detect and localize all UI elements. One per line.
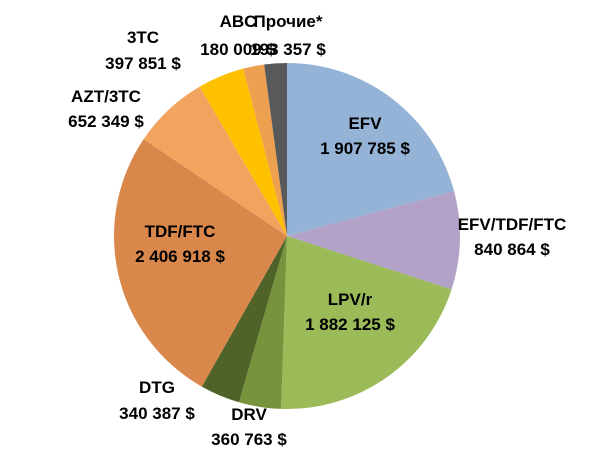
slice-label-name: ABC [220,12,257,31]
slice-label-value: 360 763 $ [211,430,287,449]
slice-label-value: 180 009 $ [200,40,276,59]
slice-label-value: 397 851 $ [105,54,181,73]
slice-label-drv: DRV 360 763 $ [211,405,287,449]
slice-label-name: Прочие* [254,12,323,31]
slice-label-прочие: Прочие* 193 357 $ [250,12,326,59]
pie-labels-group: EFV 1 907 785 $ EFV/TDF/FTC 840 864 $ LPV/r 1… [68,12,566,449]
pie-slice-drv [238,236,287,409]
slice-label-name: EFV/TDF/FTC [458,215,567,234]
pie-slice-3tc [199,68,287,236]
pie-slice-azt-3tc [143,86,287,236]
pie-slice-прочие [264,63,287,236]
slice-label-value: 340 387 $ [119,404,195,423]
slice-label-name: LPV/r [328,290,373,309]
slice-label-value: 1 907 785 $ [320,139,410,158]
pie-slice-dtg [201,236,287,403]
slice-label-value: 193 357 $ [250,40,326,59]
pie-slice-lpv-r [281,236,452,410]
slice-label-dtg: DTG 340 387 $ [119,378,195,423]
slice-label-name: EFV [348,114,382,133]
slice-label-efv-tdf-ftc: EFV/TDF/FTC 840 864 $ [458,215,567,259]
slice-label-tdf-ftc: TDF/FTC 2 406 918 $ [135,222,225,266]
pie-slice-abc [243,64,287,237]
slice-label-value: 2 406 918 $ [135,247,225,266]
pie-slices-group [113,63,461,410]
slice-label-value: 1 882 125 $ [305,315,395,334]
slice-label-lpv-r: LPV/r 1 882 125 $ [305,290,395,334]
slice-label-abc: ABC 180 009 $ [200,12,276,59]
slice-label-name: 3TC [127,28,159,47]
slice-label-name: DRV [231,405,267,424]
pie-slice-tdf-ftc [113,139,287,387]
slice-label-value: 840 864 $ [474,240,550,259]
slice-label-name: DTG [139,378,175,397]
slice-label-efv: EFV 1 907 785 $ [320,114,410,158]
pie-slice-efv-tdf-ftc [287,191,461,290]
slice-label-name: TDF/FTC [145,222,216,241]
slice-label-azt-3tc: AZT/3TC 652 349 $ [68,87,144,131]
slice-label-value: 652 349 $ [68,112,144,131]
slice-label-name: AZT/3TC [71,87,141,106]
pie-slice-efv [287,63,455,236]
slice-label-3tc: 3TC 397 851 $ [105,28,181,73]
